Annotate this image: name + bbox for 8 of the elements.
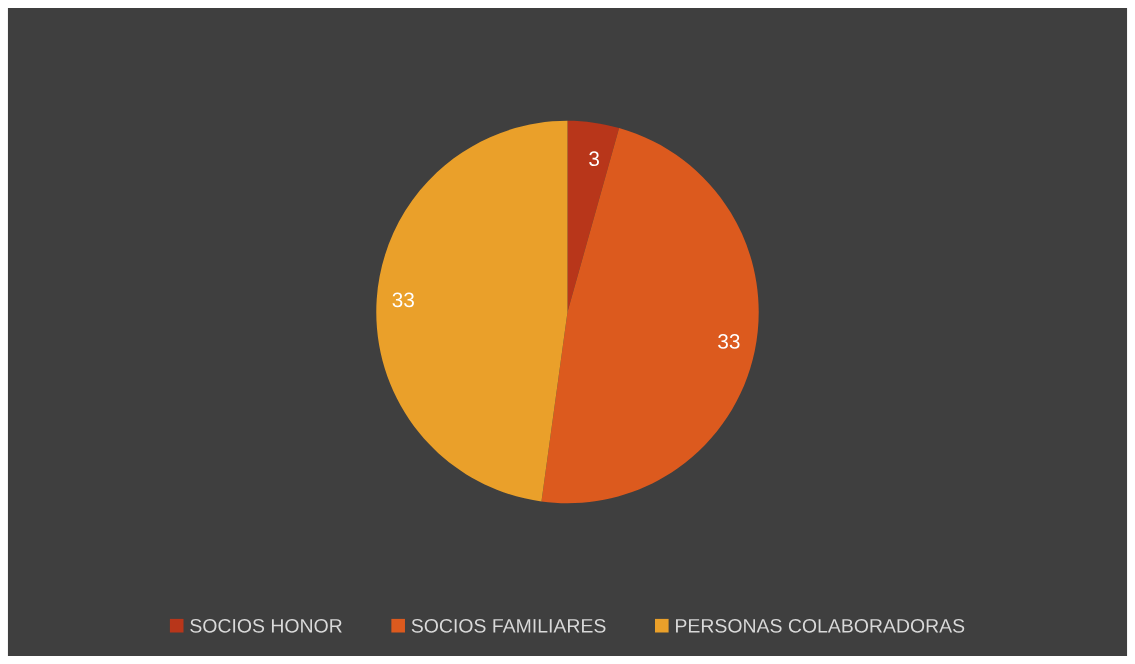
pie-slice: [541, 127, 759, 504]
legend-label: PERSONAS COLABORADORAS: [676, 618, 965, 633]
data-label: 3: [589, 151, 599, 167]
pie-slice: [376, 120, 568, 502]
data-label: 33: [718, 334, 740, 349]
legend-label: SOCIOS FAMILIARES: [411, 618, 606, 633]
data-label: 33: [392, 292, 414, 308]
legend-label: SOCIOS HONOR: [190, 618, 342, 633]
